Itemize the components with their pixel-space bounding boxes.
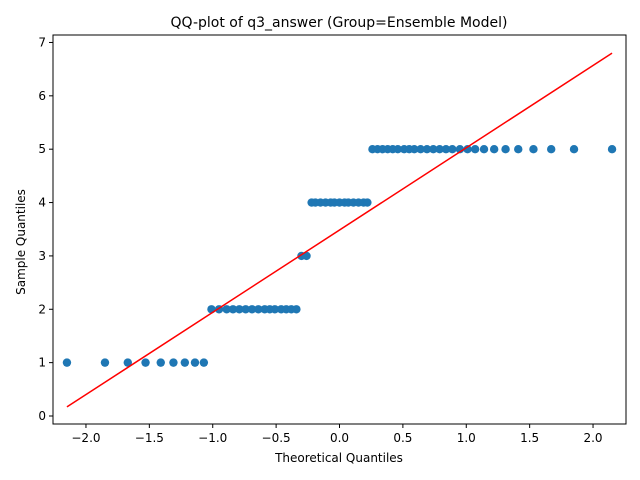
data-point	[479, 144, 489, 154]
data-point	[199, 358, 209, 367]
data-point	[441, 144, 451, 154]
data-point	[228, 305, 238, 314]
y-tick-label: 3	[38, 249, 46, 263]
x-tick-label: −1.5	[135, 431, 164, 445]
y-tick-label: 5	[38, 142, 46, 156]
plot-area	[62, 52, 617, 408]
data-point	[169, 358, 178, 367]
reference-line	[66, 52, 613, 408]
x-tick-label: −1.0	[198, 431, 227, 445]
x-tick-label: 0.0	[330, 431, 349, 445]
y-axis-label: Sample Quantiles	[14, 189, 28, 295]
data-point	[607, 144, 617, 154]
data-point	[292, 305, 301, 314]
data-point	[235, 305, 244, 314]
data-point	[123, 358, 132, 367]
x-tick-label: −2.0	[71, 431, 100, 445]
data-point	[254, 305, 263, 314]
data-point	[302, 251, 311, 261]
data-point	[207, 305, 216, 314]
data-point	[363, 198, 372, 207]
data-point	[270, 305, 280, 314]
x-tick-label: 1.5	[520, 431, 539, 445]
y-tick-label: 7	[38, 35, 46, 49]
y-tick-label: 0	[38, 409, 46, 423]
x-tick-label: 0.5	[393, 431, 412, 445]
data-point	[422, 144, 432, 154]
data-point	[435, 144, 444, 154]
x-tick-label: −0.5	[262, 431, 291, 445]
data-point	[62, 358, 72, 367]
data-point	[247, 305, 257, 314]
data-point	[241, 305, 250, 314]
data-point	[514, 144, 523, 154]
data-point	[416, 144, 425, 154]
data-point	[569, 144, 579, 154]
data-point	[501, 144, 510, 154]
data-point	[529, 144, 538, 154]
data-point	[429, 144, 438, 154]
data-point	[470, 144, 480, 154]
y-tick-label: 1	[38, 356, 46, 370]
data-point	[463, 144, 472, 154]
x-tick-label: 1.0	[457, 431, 476, 445]
data-point	[190, 358, 200, 367]
data-point	[180, 358, 190, 367]
axes: −2.0 −1.5 −1.0 −0.5 0.0 0.5 1.0 1.5 2.0 0 1 2 3 4 5 6 7	[38, 34, 627, 445]
data-point	[141, 358, 150, 367]
data-point	[547, 144, 556, 154]
x-tick-label: 2.0	[583, 431, 602, 445]
y-tick-label: 4	[38, 196, 46, 210]
y-tick-label: 2	[38, 302, 46, 316]
data-point	[448, 144, 457, 154]
data-point	[156, 358, 165, 367]
data-point	[222, 305, 231, 314]
data-point	[410, 144, 419, 154]
data-point	[489, 144, 499, 154]
data-point	[393, 144, 403, 154]
y-tick-label: 6	[38, 89, 46, 103]
chart-title: QQ-plot of q3_answer (Group=Ensemble Mod…	[171, 15, 508, 31]
x-axis-label: Theoretical Quantiles	[274, 451, 403, 465]
data-point	[100, 358, 110, 367]
